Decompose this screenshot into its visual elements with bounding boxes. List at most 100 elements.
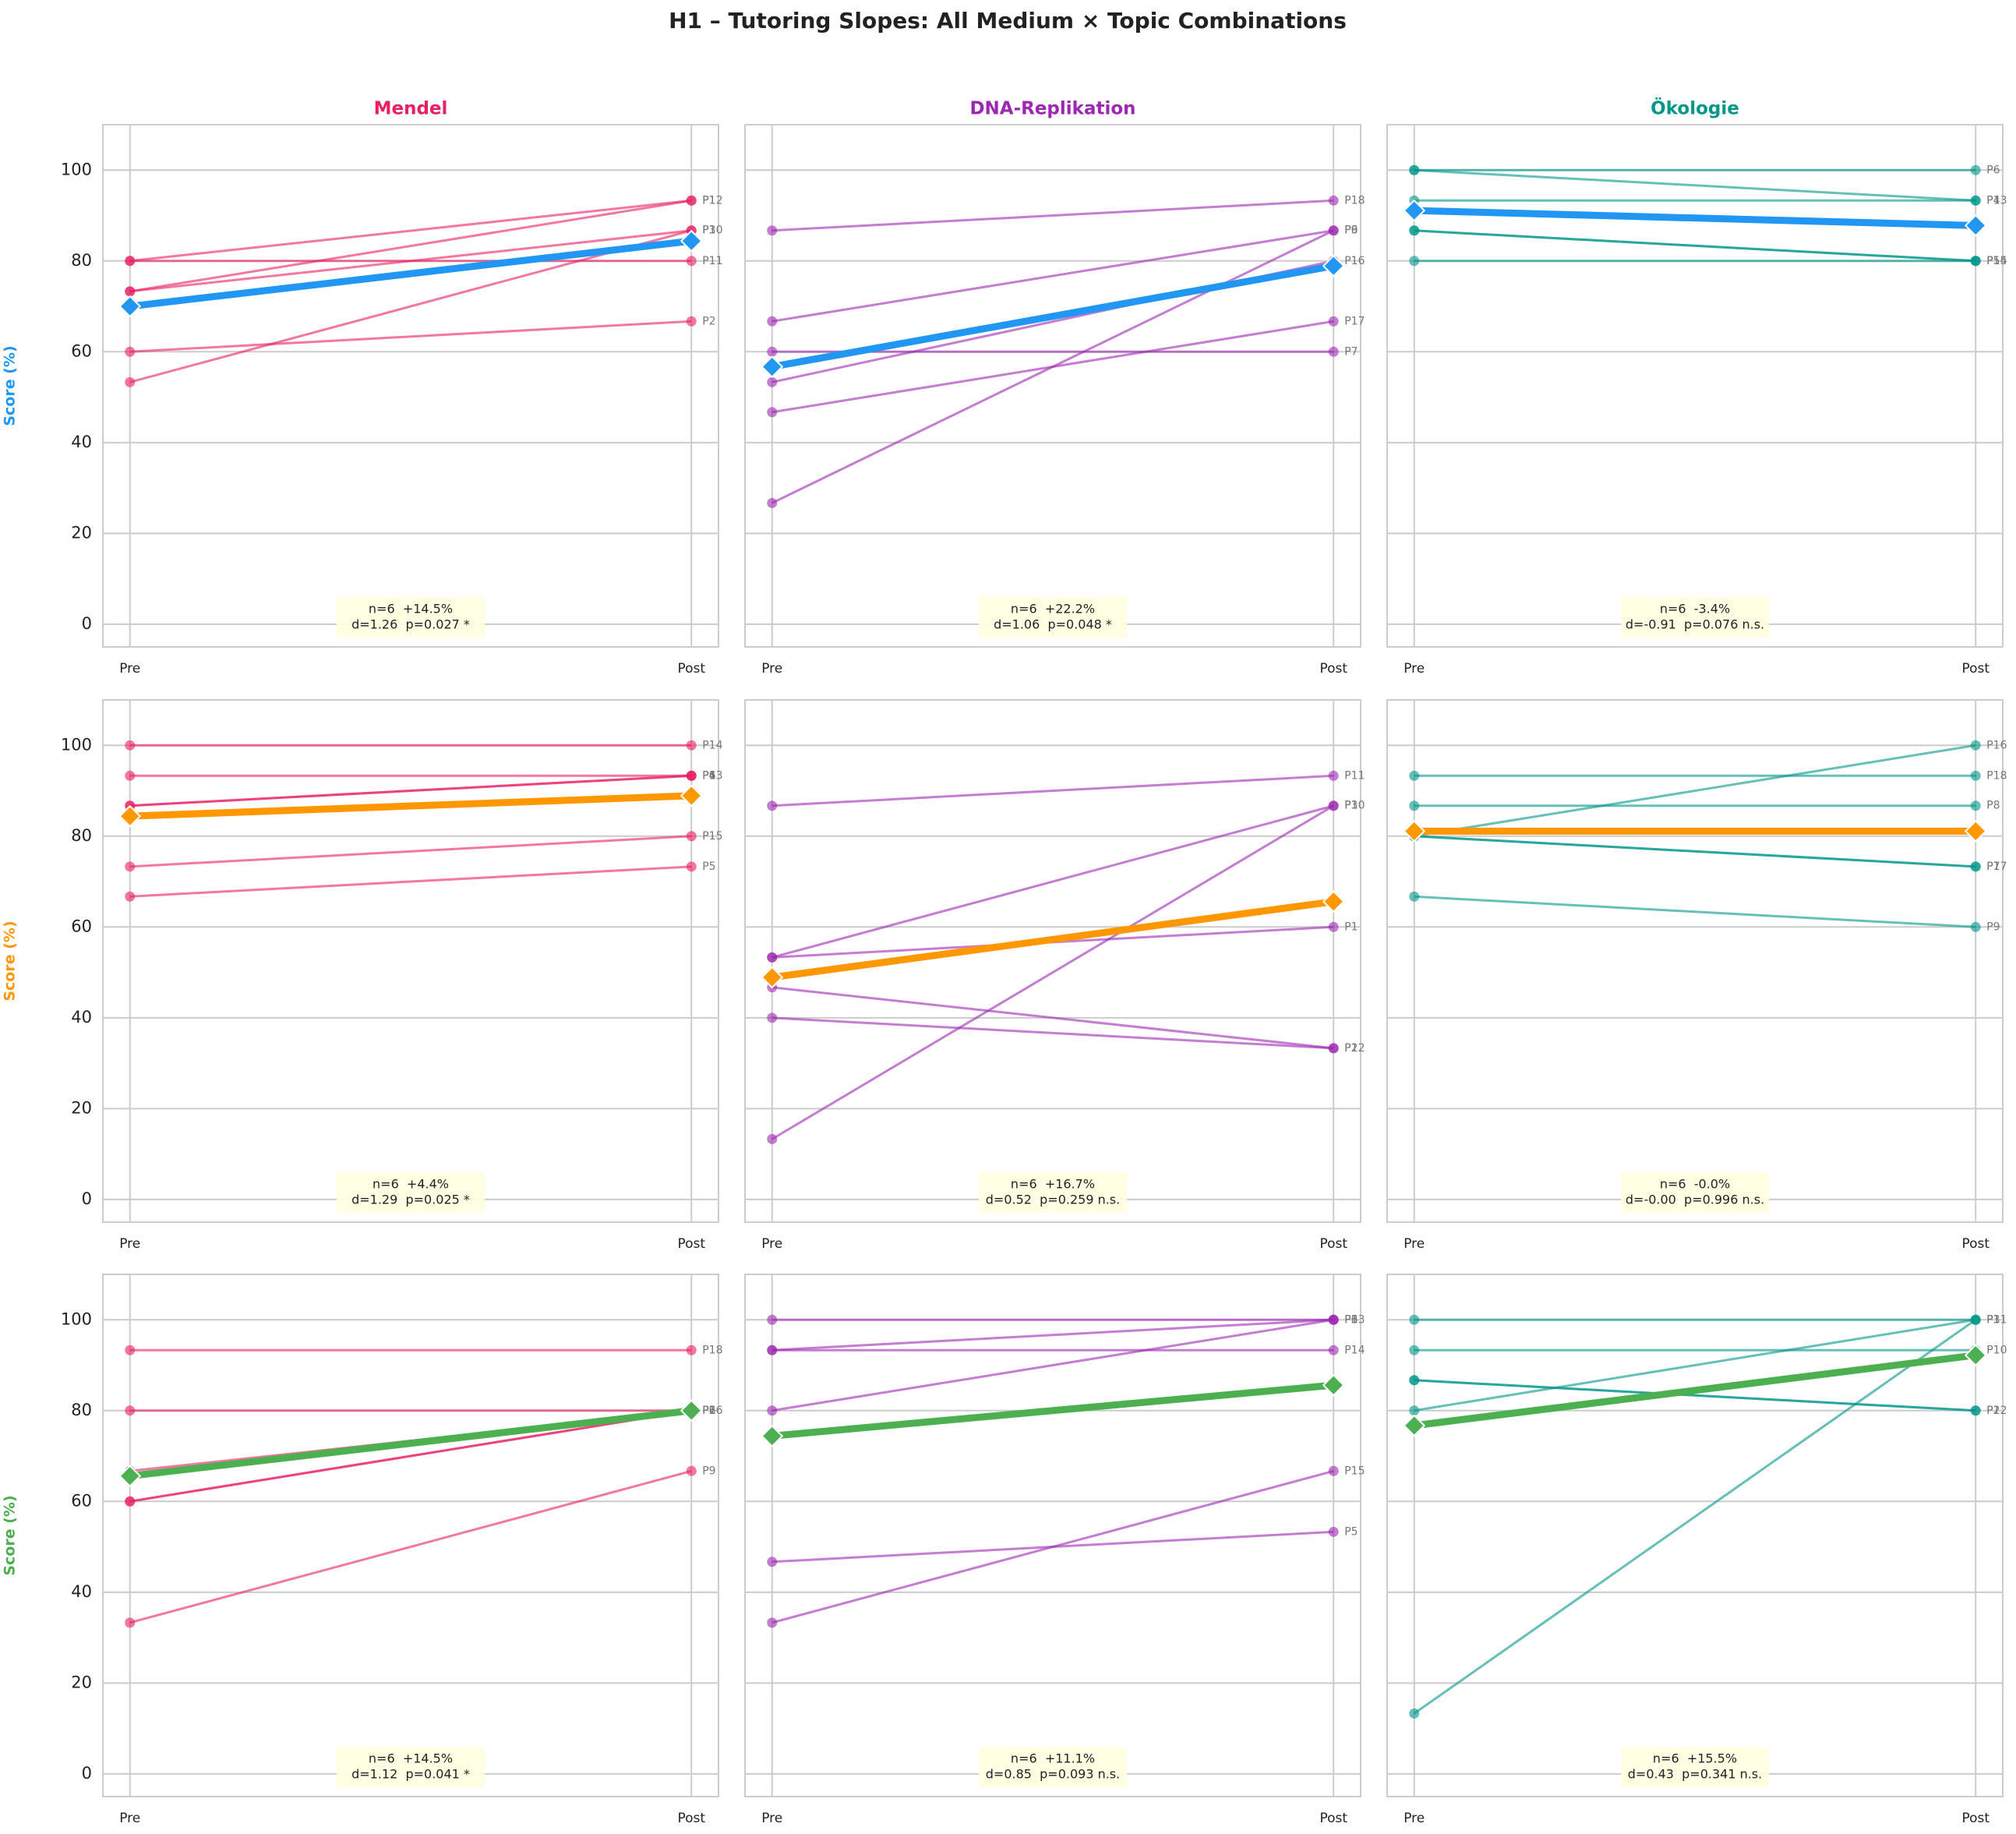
participant-point [686, 195, 697, 206]
x-tick-label: Post [677, 1811, 705, 1826]
y-tick-label: 20 [71, 1673, 92, 1691]
participant-label: P15 [702, 830, 722, 843]
participant-point [1409, 225, 1420, 236]
x-tick-label: Post [1319, 1236, 1347, 1252]
participant-point [1409, 1345, 1420, 1355]
x-tick-label: Pre [1403, 1811, 1425, 1826]
participant-label: P10 [1986, 1344, 2007, 1356]
participant-point [1970, 921, 1981, 932]
mean-marker [761, 1424, 784, 1447]
participant-point [125, 861, 136, 872]
annotation-text: n=6 -3.4% [1660, 602, 1730, 617]
annotation-text: n=6 +14.5% [369, 602, 453, 617]
participant-point [125, 1617, 136, 1628]
mean-marker [1964, 819, 1987, 843]
participant-label: P3 [1344, 1313, 1358, 1326]
y-label: ChatScore (%) [0, 345, 19, 426]
participant-label: P6 [1344, 1313, 1358, 1326]
mean-marker [118, 804, 142, 828]
annotation-text: d=-0.91 p=0.076 n.s. [1626, 617, 1764, 632]
x-tick-label: Post [1961, 661, 1990, 677]
participant-point [1409, 1314, 1420, 1325]
participant-point [125, 740, 136, 751]
participant-label: P13 [1344, 1313, 1365, 1326]
participant-label: P2 [1986, 1405, 2000, 1417]
participant-point [1970, 256, 1981, 267]
mean-marker [761, 966, 784, 989]
y-tick-label: 80 [71, 1401, 92, 1419]
y-tick-label: 0 [82, 1189, 92, 1208]
participant-label: P9 [702, 1465, 715, 1477]
participant-label: P2 [702, 1405, 715, 1417]
participant-line [771, 1318, 1334, 1412]
participant-label: P6 [702, 1405, 715, 1417]
x-tick-label: Pre [1403, 1236, 1425, 1252]
participant-point [1409, 1375, 1420, 1386]
participant-label: P16 [1986, 739, 2007, 751]
y-tick-label: 0 [82, 1764, 92, 1783]
x-tick-label: Pre [119, 661, 140, 677]
y-label-line: Score (%) [2, 345, 19, 426]
participant-label: P13 [1986, 194, 2007, 207]
participant-label: P2 [1344, 1042, 1358, 1055]
participant-label: P16 [1344, 255, 1365, 267]
participant-line [1414, 229, 1976, 263]
participant-label: P6 [1344, 224, 1358, 237]
mean-line [129, 1407, 692, 1480]
y-tick-label: 60 [71, 1491, 92, 1510]
participant-label: P11 [1344, 769, 1365, 782]
annotation-text: d=0.52 p=0.259 n.s. [986, 1193, 1120, 1207]
participant-label: P2 [702, 315, 715, 327]
mean-marker [1403, 819, 1426, 843]
participant-label: P14 [1986, 255, 2007, 267]
participant-label: P18 [1986, 769, 2007, 782]
annotation-box [1621, 597, 1769, 638]
participant-label: P1 [702, 194, 715, 207]
participant-point [1328, 800, 1339, 811]
y-tick-label: 0 [82, 614, 92, 633]
participant-point [1328, 1345, 1339, 1355]
participant-point [125, 346, 136, 357]
annotation-text: n=6 +15.5% [1653, 1751, 1737, 1766]
y-tick-label: 80 [71, 251, 92, 270]
annotation-text: d=1.12 p=0.041 * [351, 1767, 470, 1782]
participant-point [125, 1345, 136, 1355]
participant-label: P5 [1986, 255, 2000, 267]
plot-frame [1386, 124, 2004, 648]
participant-label: P1 [1986, 1313, 2000, 1326]
participant-line [129, 1409, 692, 1503]
annotation-text: n=6 +4.4% [372, 1177, 449, 1192]
participant-label: P3 [1344, 800, 1358, 812]
x-tick-label: Pre [761, 1811, 782, 1826]
participant-label: P3 [702, 224, 715, 237]
participant-point [1970, 195, 1981, 206]
participant-line [129, 199, 692, 263]
participant-point [1328, 1314, 1339, 1325]
participant-label: P18 [702, 1344, 722, 1356]
participant-line [1414, 835, 1976, 868]
participant-point [1409, 891, 1420, 902]
participant-label: P1 [702, 1405, 715, 1417]
mean-marker [1322, 890, 1345, 913]
mean-line [771, 1381, 1334, 1440]
participant-label: P10 [1344, 800, 1365, 812]
participant-line [129, 835, 692, 868]
participant-label: P7 [1986, 860, 2000, 873]
participant-point [767, 376, 778, 387]
plot-frame [102, 1274, 719, 1797]
plot-frame [744, 124, 1361, 648]
participant-label: P5 [702, 860, 715, 873]
mean-marker [1403, 199, 1426, 222]
participant-line [129, 320, 692, 353]
annotation-box [1621, 1172, 1769, 1213]
mean-line [129, 237, 692, 310]
participant-point [686, 861, 697, 872]
participant-label: P6 [1986, 164, 2000, 176]
participant-line [771, 320, 1334, 414]
y-label: VRScore (%) [0, 1495, 19, 1575]
participant-point [1970, 740, 1981, 751]
participant-point [1970, 800, 1981, 811]
participant-line [771, 804, 1334, 959]
y-tick-label: 80 [71, 826, 92, 845]
